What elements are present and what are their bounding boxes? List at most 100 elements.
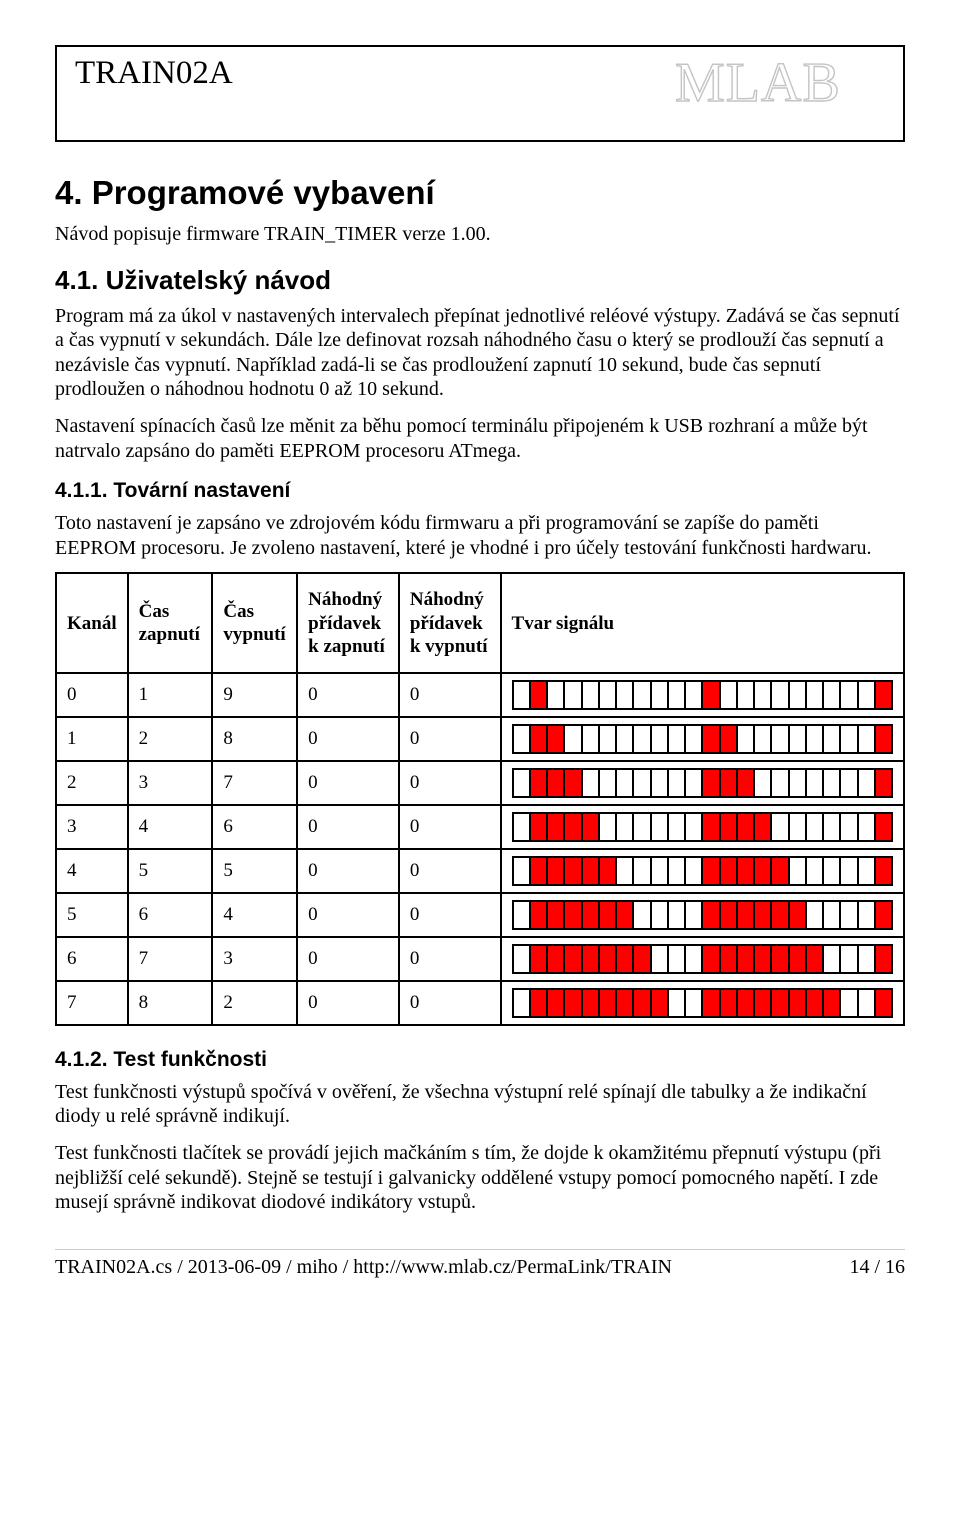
wave-high-segment: [876, 680, 893, 710]
table-row: 01900: [56, 673, 904, 717]
wave-low-segment: [841, 680, 858, 710]
wave-low-segment: [565, 724, 582, 754]
table-cell: 0: [399, 805, 501, 849]
section-heading-4-1-2: 4.1.2. Test funkčnosti: [55, 1048, 905, 1072]
wave-low-segment: [600, 768, 617, 798]
wave-low-segment: [652, 856, 669, 886]
wave-high-segment: [634, 944, 651, 974]
wave-high-segment: [531, 856, 548, 886]
wave-low-segment: [686, 680, 703, 710]
table-row: 34600: [56, 805, 904, 849]
wave-high-segment: [548, 724, 565, 754]
waveform-cell: [501, 717, 904, 761]
table-header: Náhodný přídavek k zapnutí: [297, 573, 399, 673]
wave-low-segment: [600, 680, 617, 710]
wave-low-segment: [600, 724, 617, 754]
wave-high-segment: [703, 724, 720, 754]
waveform-cell: [501, 761, 904, 805]
wave-low-segment: [824, 856, 841, 886]
waveform: [512, 680, 893, 710]
table-header: Čas zapnutí: [128, 573, 213, 673]
table-cell: 7: [212, 761, 297, 805]
wave-low-segment: [841, 944, 858, 974]
factory-settings-table: KanálČas zapnutíČas vypnutíNáhodný přída…: [55, 572, 905, 1026]
wave-low-segment: [824, 944, 841, 974]
table-header: Tvar signálu: [501, 573, 904, 673]
table-cell: 0: [56, 673, 128, 717]
wave-high-segment: [548, 812, 565, 842]
wave-low-segment: [790, 724, 807, 754]
table-cell: 1: [128, 673, 213, 717]
footer-left: TRAIN02A.cs / 2013-06-09 / miho / http:/…: [55, 1256, 672, 1279]
wave-high-segment: [772, 900, 789, 930]
wave-high-segment: [565, 944, 582, 974]
wave-high-segment: [583, 900, 600, 930]
table-cell: 3: [212, 937, 297, 981]
wave-high-segment: [600, 856, 617, 886]
wave-high-segment: [876, 768, 893, 798]
wave-high-segment: [531, 944, 548, 974]
paragraph: Nastavení spínacích časů lze měnit za bě…: [55, 414, 905, 463]
wave-high-segment: [583, 988, 600, 1018]
wave-high-segment: [548, 944, 565, 974]
wave-low-segment: [824, 812, 841, 842]
wave-high-segment: [876, 944, 893, 974]
wave-low-segment: [859, 900, 876, 930]
wave-low-segment: [790, 812, 807, 842]
table-cell: 8: [212, 717, 297, 761]
wave-high-segment: [772, 988, 789, 1018]
wave-low-segment: [634, 768, 651, 798]
wave-low-segment: [859, 812, 876, 842]
wave-low-segment: [772, 812, 789, 842]
wave-low-segment: [512, 812, 531, 842]
wave-high-segment: [565, 856, 582, 886]
wave-low-segment: [859, 680, 876, 710]
wave-high-segment: [738, 768, 755, 798]
wave-low-segment: [652, 812, 669, 842]
wave-high-segment: [600, 900, 617, 930]
wave-high-segment: [876, 988, 893, 1018]
table-cell: 0: [297, 893, 399, 937]
wave-high-segment: [876, 856, 893, 886]
wave-low-segment: [652, 944, 669, 974]
table-cell: 3: [56, 805, 128, 849]
wave-low-segment: [634, 724, 651, 754]
wave-high-segment: [738, 988, 755, 1018]
wave-high-segment: [721, 768, 738, 798]
wave-low-segment: [772, 724, 789, 754]
wave-high-segment: [721, 812, 738, 842]
wave-low-segment: [807, 768, 824, 798]
wave-high-segment: [617, 988, 634, 1018]
paragraph: Návod popisuje firmware TRAIN_TIMER verz…: [55, 222, 905, 247]
waveform: [512, 768, 893, 798]
section-heading-4: 4. Programové vybavení: [55, 174, 905, 212]
page-footer: TRAIN02A.cs / 2013-06-09 / miho / http:/…: [55, 1249, 905, 1279]
waveform: [512, 812, 893, 842]
wave-high-segment: [807, 944, 824, 974]
wave-low-segment: [512, 768, 531, 798]
wave-low-segment: [859, 724, 876, 754]
mlab-logo: MLAB: [675, 55, 885, 118]
table-cell: 0: [297, 717, 399, 761]
wave-high-segment: [703, 900, 720, 930]
wave-low-segment: [738, 680, 755, 710]
wave-low-segment: [512, 724, 531, 754]
wave-low-segment: [824, 680, 841, 710]
wave-low-segment: [686, 944, 703, 974]
wave-high-segment: [807, 988, 824, 1018]
wave-high-segment: [772, 856, 789, 886]
wave-high-segment: [755, 988, 772, 1018]
wave-low-segment: [512, 680, 531, 710]
wave-high-segment: [876, 900, 893, 930]
wave-low-segment: [841, 724, 858, 754]
wave-high-segment: [531, 724, 548, 754]
wave-low-segment: [790, 768, 807, 798]
wave-high-segment: [755, 944, 772, 974]
wave-high-segment: [703, 988, 720, 1018]
table-header: Čas vypnutí: [212, 573, 297, 673]
table-row: 67300: [56, 937, 904, 981]
table-row: 56400: [56, 893, 904, 937]
wave-low-segment: [634, 856, 651, 886]
wave-high-segment: [531, 768, 548, 798]
section-heading-4-1: 4.1. Uživatelský návod: [55, 265, 905, 296]
